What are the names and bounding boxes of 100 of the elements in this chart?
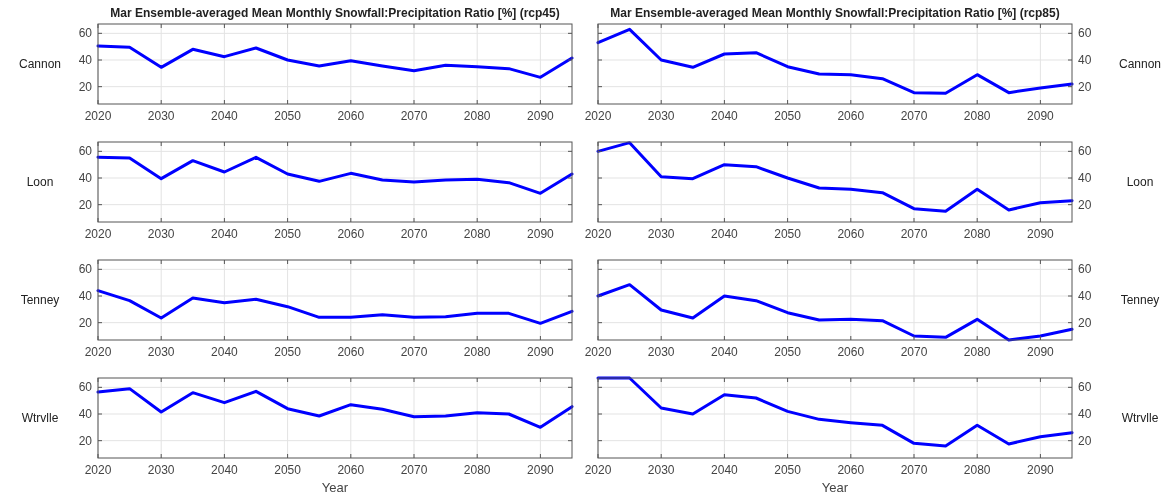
y2-tick-label: 60 xyxy=(1078,144,1092,159)
y2-axis-title: Loon xyxy=(1126,175,1154,189)
x-tick-label: 2030 xyxy=(647,463,675,477)
y-axis-title: Tenney xyxy=(20,293,60,307)
line-series xyxy=(596,376,1074,448)
x-tick-label: 2060 xyxy=(837,463,865,477)
x-tick-label: 2080 xyxy=(963,109,991,123)
y-tick-label: 20 xyxy=(78,79,93,94)
x-tick-label: 2030 xyxy=(647,227,675,241)
y-tick-label: 60 xyxy=(78,380,93,395)
x-tick-label: 2060 xyxy=(337,345,365,359)
y-tick-label: 20 xyxy=(78,197,93,212)
x-tick-label: 2090 xyxy=(527,109,555,123)
x-tick-label: 2050 xyxy=(274,345,302,359)
x-tick-label: 2060 xyxy=(337,227,365,241)
y-tick-label: 60 xyxy=(78,26,93,41)
x-tick-label: 2020 xyxy=(84,109,112,123)
x-tick-label: 2090 xyxy=(527,463,555,477)
x-tick-label: 2040 xyxy=(211,227,239,241)
y-tick-label: 40 xyxy=(78,53,93,67)
y-tick-label: 60 xyxy=(78,144,93,159)
x-tick-label: 2080 xyxy=(963,463,991,477)
x-tick-label: 2020 xyxy=(584,109,612,123)
x-tick-label: 2090 xyxy=(1027,463,1055,477)
x-tick-label: 2070 xyxy=(900,345,928,359)
x-tick-label: 2020 xyxy=(584,227,612,241)
y2-tick-label: 40 xyxy=(1078,407,1092,421)
y-axis-title: Wtrvlle xyxy=(21,411,59,425)
y2-tick-label: 20 xyxy=(1078,315,1092,330)
x-tick-label: 2070 xyxy=(900,227,928,241)
x-tick-label: 2060 xyxy=(837,345,865,359)
y-axis-title: Cannon xyxy=(18,57,62,71)
x-tick-label: 2030 xyxy=(147,109,175,123)
x-tick-label: 2040 xyxy=(711,463,739,477)
x-tick-label: 2060 xyxy=(837,227,865,241)
x-tick-label: 2020 xyxy=(584,463,612,477)
y2-tick-label: 40 xyxy=(1078,289,1092,303)
y2-tick-label: 60 xyxy=(1078,380,1092,395)
x-tick-label: 2030 xyxy=(647,109,675,123)
y2-tick-label: 20 xyxy=(1078,197,1092,212)
x-tick-label: 2070 xyxy=(400,227,428,241)
x-tick-label: 2020 xyxy=(84,345,112,359)
y-tick-label: 40 xyxy=(78,289,93,303)
x-axis-title: Year xyxy=(321,480,349,495)
x-tick-label: 2080 xyxy=(463,227,491,241)
x-tick-label: 2020 xyxy=(84,463,112,477)
y-axis-title: Loon xyxy=(26,175,54,189)
x-tick-label: 2040 xyxy=(711,345,739,359)
x-tick-label: 2050 xyxy=(274,227,302,241)
x-tick-label: 2070 xyxy=(900,109,928,123)
x-tick-label: 2070 xyxy=(400,345,428,359)
x-tick-label: 2090 xyxy=(1027,227,1055,241)
line-series xyxy=(96,155,574,195)
y-tick-label: 20 xyxy=(78,433,93,448)
y2-axis-title: Cannon xyxy=(1118,57,1162,71)
x-tick-label: 2040 xyxy=(711,227,739,241)
x-tick-label: 2090 xyxy=(1027,345,1055,359)
x-tick-label: 2080 xyxy=(963,345,991,359)
y-tick-label: 20 xyxy=(78,315,93,330)
x-tick-label: 2020 xyxy=(84,227,112,241)
x-tick-label: 2060 xyxy=(337,463,365,477)
y-tick-label: 40 xyxy=(78,171,93,185)
y2-tick-label: 60 xyxy=(1078,262,1092,277)
chart-title: Mar Ensemble-averaged Mean Monthly Snowfall:Precipitation Ratio [%] (rcp85) xyxy=(610,6,1060,20)
y2-tick-label: 20 xyxy=(1078,79,1092,94)
x-tick-label: 2070 xyxy=(400,109,428,123)
x-tick-label: 2060 xyxy=(337,109,365,123)
line-series xyxy=(96,44,574,79)
x-tick-label: 2080 xyxy=(463,463,491,477)
x-tick-label: 2050 xyxy=(774,109,802,123)
x-tick-label: 2050 xyxy=(274,463,302,477)
x-tick-label: 2080 xyxy=(463,109,491,123)
x-tick-label: 2030 xyxy=(647,345,675,359)
line-series xyxy=(96,387,574,429)
x-axis-title: Year xyxy=(821,480,849,495)
x-tick-label: 2040 xyxy=(211,463,239,477)
line-series xyxy=(96,289,574,325)
x-tick-label: 2040 xyxy=(211,345,239,359)
y-tick-label: 60 xyxy=(78,262,93,277)
line-series xyxy=(596,27,1074,95)
x-tick-label: 2080 xyxy=(963,227,991,241)
x-tick-label: 2050 xyxy=(774,345,802,359)
x-tick-label: 2090 xyxy=(527,227,555,241)
y2-tick-label: 60 xyxy=(1078,26,1092,41)
line-series xyxy=(596,283,1074,342)
y2-tick-label: 20 xyxy=(1078,433,1092,448)
x-tick-label: 2080 xyxy=(463,345,491,359)
x-tick-label: 2050 xyxy=(774,227,802,241)
x-tick-label: 2020 xyxy=(584,345,612,359)
x-tick-label: 2050 xyxy=(774,463,802,477)
x-tick-label: 2030 xyxy=(147,227,175,241)
x-tick-label: 2090 xyxy=(527,345,555,359)
y-tick-label: 40 xyxy=(78,407,93,421)
x-tick-label: 2050 xyxy=(274,109,302,123)
line-series xyxy=(596,141,1074,213)
x-tick-label: 2040 xyxy=(711,109,739,123)
y2-tick-label: 40 xyxy=(1078,53,1092,67)
x-tick-label: 2030 xyxy=(147,463,175,477)
x-tick-label: 2090 xyxy=(1027,109,1055,123)
x-tick-label: 2040 xyxy=(211,109,239,123)
